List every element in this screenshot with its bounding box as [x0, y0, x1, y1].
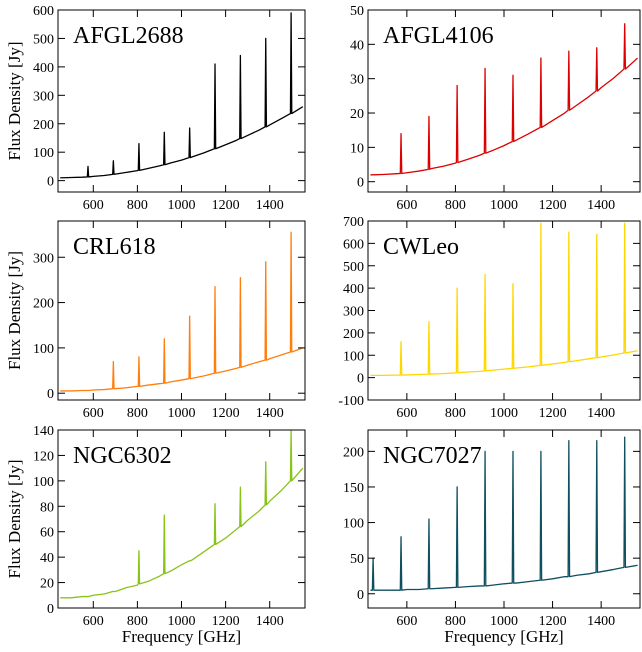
x-tick-label: 600: [396, 614, 417, 629]
y-tick-label: 100: [343, 517, 364, 532]
spectrum-line: [370, 23, 639, 176]
x-tick-label: 1400: [587, 198, 615, 213]
y-tick-label: 100: [33, 475, 54, 490]
y-tick-label: 600: [33, 4, 54, 19]
spectrum-line: [60, 12, 304, 179]
y-tick-label: 0: [47, 175, 54, 190]
x-tick-label: 800: [127, 198, 148, 213]
x-tick-label: 1400: [256, 198, 284, 213]
y-axis-label: Flux Density [Jy]: [5, 460, 24, 579]
x-tick-label: 1400: [256, 614, 284, 629]
y-tick-label: 100: [343, 349, 364, 364]
x-tick-label: 1000: [490, 406, 518, 421]
y-tick-label: 500: [33, 32, 54, 47]
y-tick-label: 30: [350, 73, 364, 88]
y-tick-label: -100: [338, 394, 364, 409]
y-tick-label: 300: [343, 305, 364, 320]
y-tick-label: 20: [350, 107, 364, 122]
x-tick-label: 1000: [168, 614, 196, 629]
y-tick-label: 150: [343, 481, 364, 496]
x-tick-label: 1000: [490, 614, 518, 629]
x-tick-label: 600: [396, 406, 417, 421]
y-tick-label: 80: [40, 500, 54, 515]
y-tick-label: 300: [33, 89, 54, 104]
y-tick-label: 0: [357, 372, 364, 387]
y-tick-label: 400: [33, 61, 54, 76]
y-tick-label: 700: [343, 215, 364, 230]
y-tick-label: 50: [350, 4, 364, 19]
spectrum-line: [60, 430, 304, 599]
x-tick-label: 800: [127, 406, 148, 421]
x-tick-label: 600: [83, 198, 104, 213]
y-axis-label: Flux Density [Jy]: [5, 251, 24, 370]
y-tick-label: 40: [350, 38, 364, 53]
x-axis-label: Frequency [GHz]: [444, 627, 563, 646]
spectrum-line: [370, 222, 638, 377]
y-tick-label: 200: [33, 118, 54, 133]
panel-title: NGC7027: [383, 443, 482, 469]
y-tick-label: 0: [357, 588, 364, 603]
x-tick-label: 1200: [539, 198, 567, 213]
x-tick-label: 800: [445, 614, 466, 629]
x-tick-label: 1200: [212, 614, 240, 629]
x-tick-label: 1400: [256, 406, 284, 421]
y-tick-label: 0: [47, 602, 54, 617]
y-tick-label: 0: [47, 387, 54, 402]
panel-title: CRL618: [73, 234, 156, 260]
y-tick-label: 600: [343, 237, 364, 252]
panel-title: CWLeo: [383, 234, 459, 260]
x-tick-label: 800: [445, 198, 466, 213]
y-tick-label: 140: [33, 424, 54, 439]
y-tick-label: 60: [40, 526, 54, 541]
y-tick-label: 200: [33, 297, 54, 312]
x-tick-label: 600: [396, 198, 417, 213]
x-tick-label: 1400: [587, 614, 615, 629]
x-tick-label: 600: [83, 614, 104, 629]
spectrum-line: [370, 436, 638, 591]
y-tick-label: 200: [343, 327, 364, 342]
panel-title: NGC6302: [73, 443, 172, 469]
y-axis-label: Flux Density [Jy]: [5, 42, 24, 161]
x-axis-label: Frequency [GHz]: [122, 627, 241, 646]
y-tick-label: 0: [357, 176, 364, 191]
panel-title: AFGL4106: [383, 23, 494, 49]
x-tick-label: 800: [127, 614, 148, 629]
y-tick-label: 200: [343, 445, 364, 460]
x-tick-label: 1000: [490, 198, 518, 213]
spectrum-line: [60, 231, 304, 392]
panel-title: AFGL2688: [73, 23, 184, 49]
x-tick-label: 600: [83, 406, 104, 421]
x-tick-label: 1200: [212, 198, 240, 213]
y-tick-label: 120: [33, 449, 54, 464]
x-tick-label: 1200: [539, 614, 567, 629]
y-tick-label: 100: [33, 146, 54, 161]
y-tick-label: 400: [343, 282, 364, 297]
x-tick-label: 1000: [168, 198, 196, 213]
x-tick-label: 1200: [212, 406, 240, 421]
x-tick-label: 800: [445, 406, 466, 421]
y-tick-label: 100: [33, 342, 54, 357]
y-tick-label: 10: [350, 141, 364, 156]
x-tick-label: 1400: [587, 406, 615, 421]
y-tick-label: 40: [40, 551, 54, 566]
y-tick-label: 500: [343, 260, 364, 275]
y-tick-label: 300: [33, 251, 54, 266]
x-tick-label: 1000: [168, 406, 196, 421]
x-tick-label: 1200: [539, 406, 567, 421]
y-tick-label: 50: [350, 552, 364, 567]
y-tick-label: 20: [40, 577, 54, 592]
